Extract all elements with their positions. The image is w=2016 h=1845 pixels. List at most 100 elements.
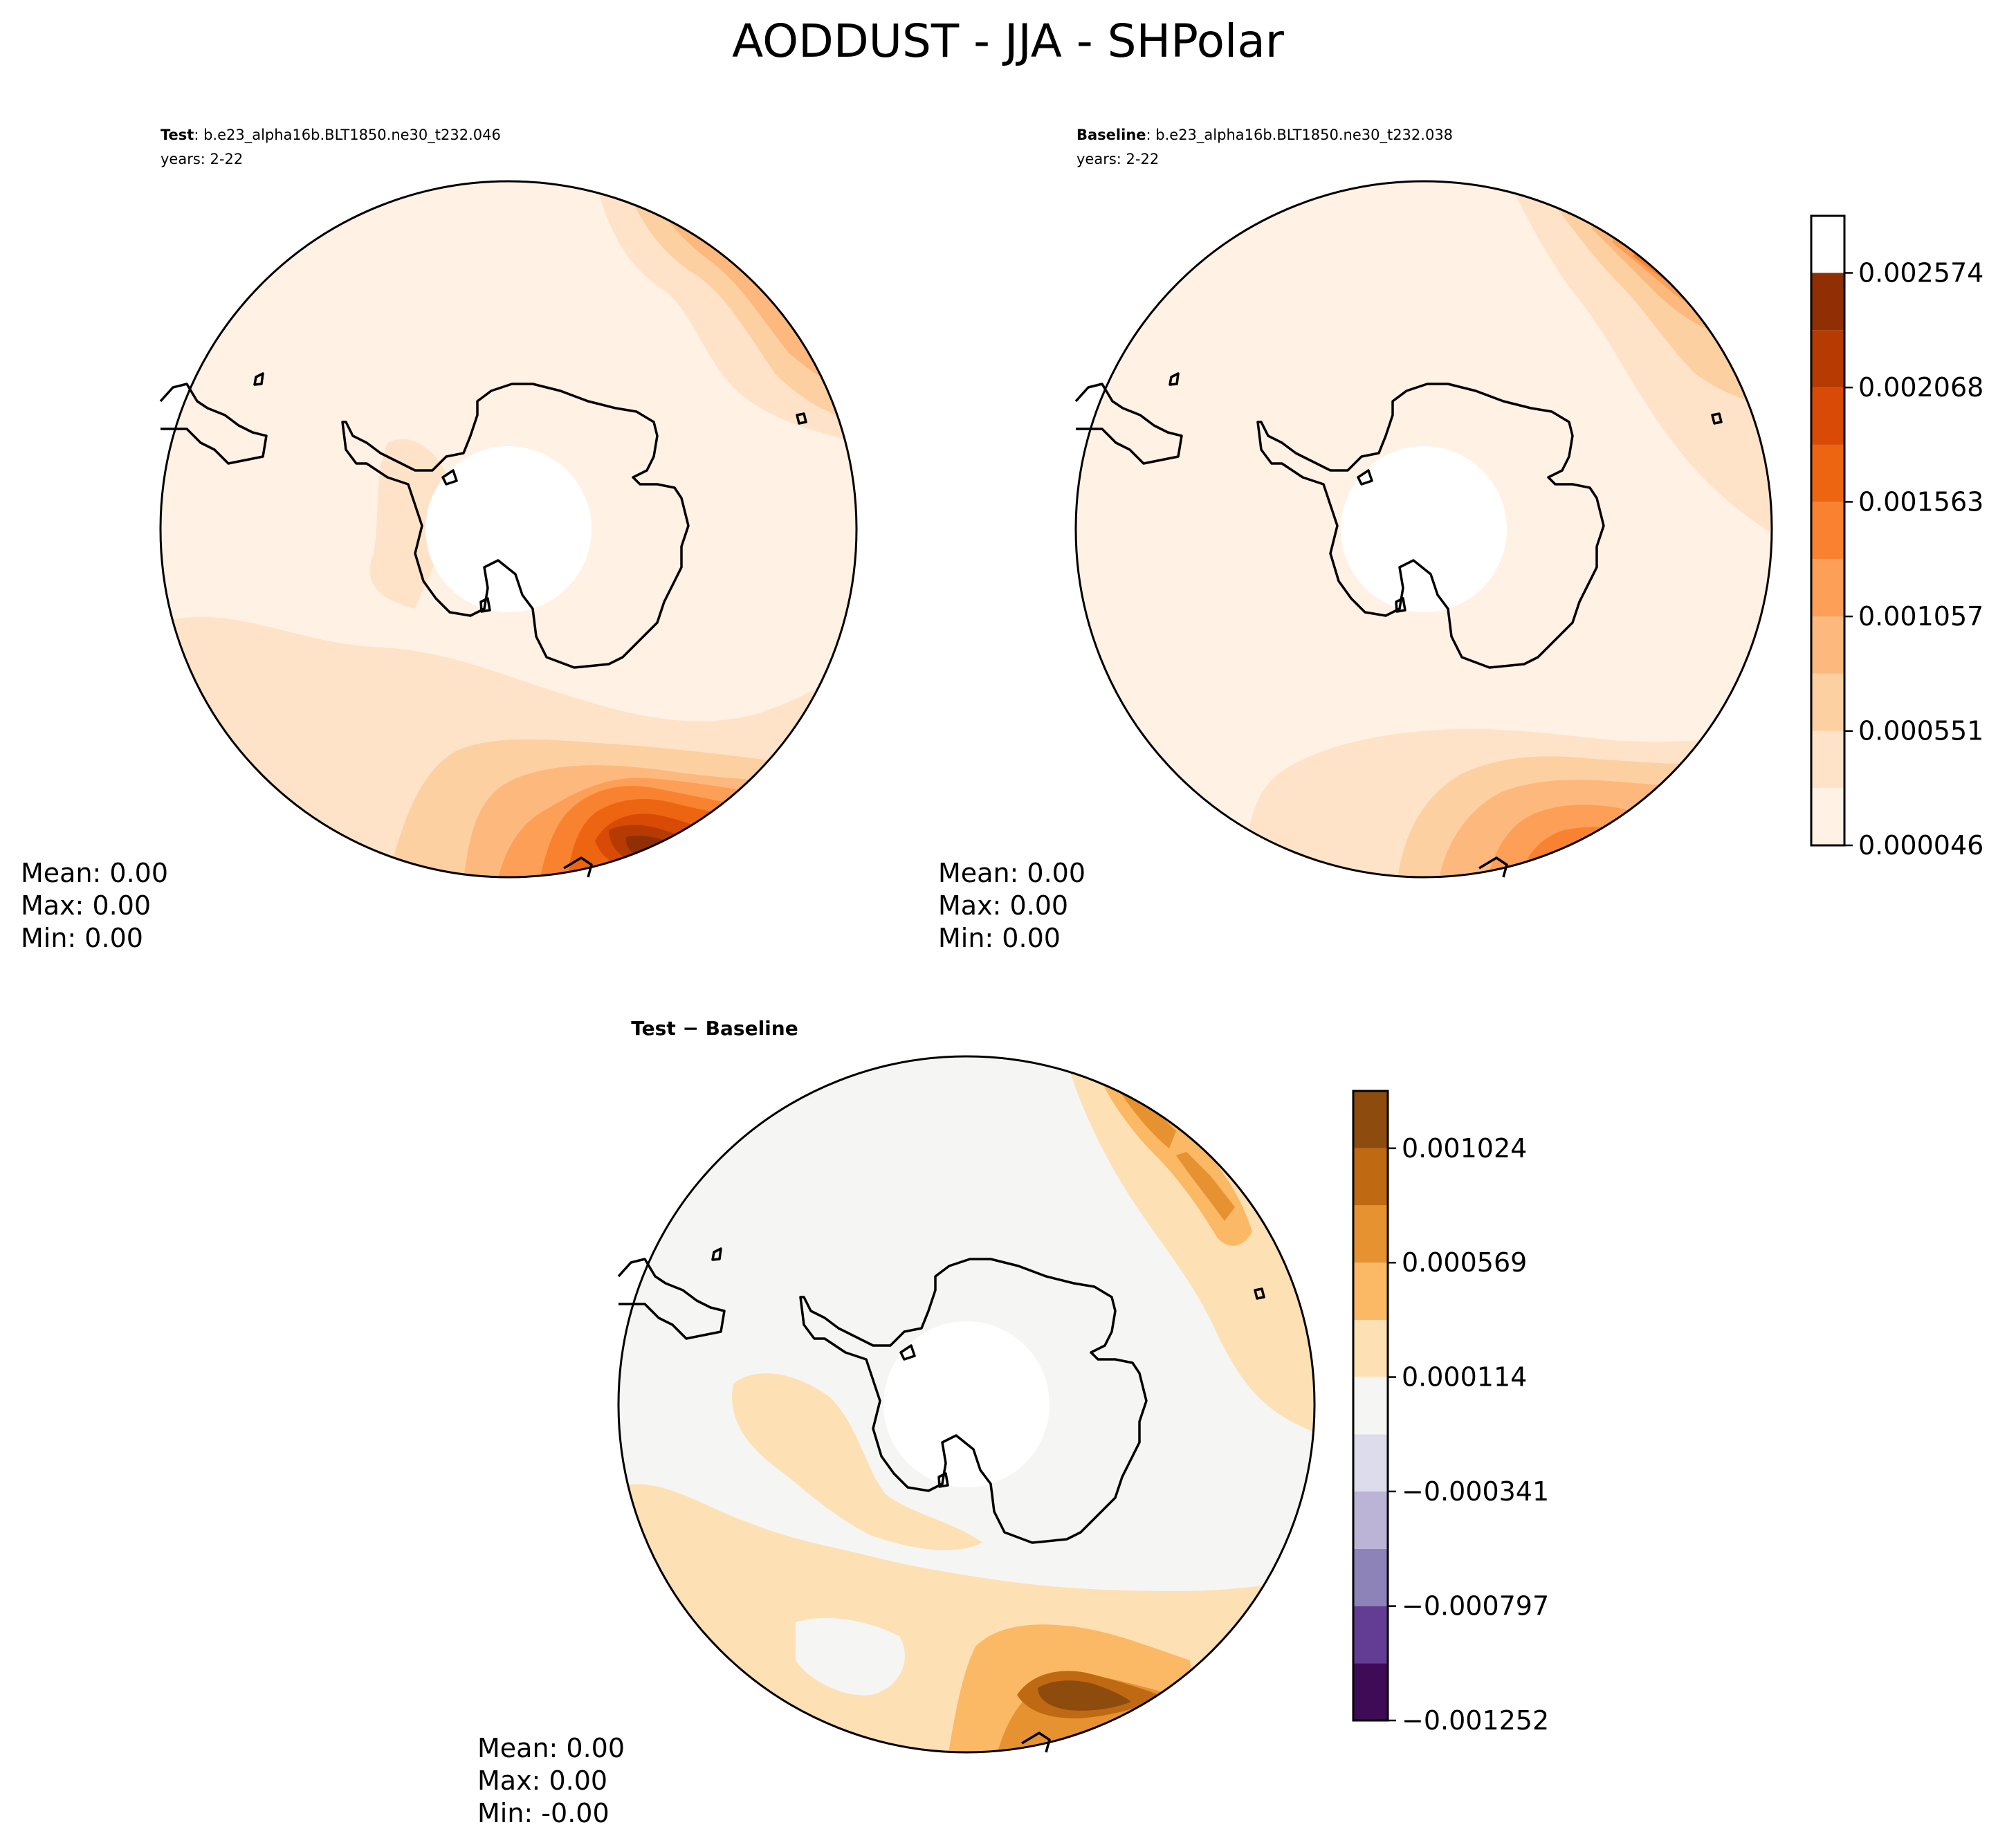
test-coast-island-b — [479, 597, 491, 613]
colorbar-diff-segment — [1353, 1606, 1388, 1664]
test-stat-max: Max: 0.00 — [21, 890, 151, 921]
test-stat-min: Min: 0.00 — [21, 923, 143, 953]
test-panel: Test: b.e23_alpha16b.BLT1850.ne30_t232.0… — [21, 127, 858, 953]
test-field-africa-level8 — [775, 181, 856, 263]
colorbar-abs-segment — [1811, 616, 1844, 674]
test-panel-title: Test: b.e23_alpha16b.BLT1850.ne30_t232.0… — [161, 127, 501, 144]
test-polar-hole — [425, 446, 592, 612]
difference-stat-min: Min: -0.00 — [477, 1798, 610, 1828]
baseline-stat-max: Max: 0.00 — [938, 890, 1068, 921]
baseline-panel: Baseline: b.e23_alpha16b.BLT1850.ne30_t2… — [938, 127, 1773, 953]
baseline-coast-antarctica — [1256, 383, 1605, 669]
baseline-stat-mean: Mean: 0.00 — [938, 858, 1085, 888]
colorbar-diff-tick-label: −0.000341 — [1402, 1476, 1549, 1507]
baseline-title-rest: : b.e23_alpha16b.BLT1850.ne30_t232.038 — [1146, 127, 1454, 144]
diff-coast-tasmania — [1021, 1732, 1051, 1753]
colorbar-diff-segment — [1353, 1434, 1388, 1491]
colorbar-diff-tick-label: −0.000797 — [1402, 1591, 1549, 1622]
diff-field-pos-level1-peninsula — [732, 1373, 982, 1550]
difference-coastlines — [617, 1247, 1265, 1753]
test-title-bold: Test — [161, 127, 194, 143]
colorbar-diff-segment — [1353, 1320, 1388, 1377]
baseline-panel-title: Baseline: b.e23_alpha16b.BLT1850.ne30_t2… — [1076, 127, 1453, 144]
colorbar-diff-segment — [1353, 1148, 1388, 1206]
diff-field-pos-level5-south — [1038, 1680, 1131, 1711]
diff-field-neutral-patch — [796, 1617, 905, 1696]
colorbar-diff-tick-label: 0.000569 — [1402, 1247, 1527, 1278]
colorbar-diff-segment — [1353, 1491, 1388, 1549]
diff-coast-antarctica — [799, 1258, 1148, 1544]
baseline-coast-falkland — [1169, 372, 1180, 386]
diff-polar-hole — [883, 1321, 1050, 1487]
figure-title: AODDUST - JJA - SHPolar — [732, 15, 1285, 68]
baseline-field-aus-level6 — [1557, 844, 1657, 873]
colorbar-diff-segment — [1353, 1548, 1388, 1606]
colorbar-abs-tick-label: 0.002068 — [1858, 372, 1983, 403]
test-coast-falkland — [253, 372, 264, 386]
test-title-rest: : b.e23_alpha16b.BLT1850.ne30_t232.046 — [194, 127, 501, 144]
colorbar-abs-tick-label: 0.000046 — [1858, 830, 1983, 861]
colorbar-diff-segment — [1353, 1091, 1388, 1148]
baseline-stat-min: Min: 0.00 — [938, 923, 1061, 953]
colorbar-abs-tick-label: 0.000551 — [1858, 716, 1983, 746]
colorbar-abs-segment — [1811, 273, 1844, 331]
colorbar-abs: 0.000046 0.000551 0.001057 0.001563 0.002068… — [1810, 214, 1983, 861]
baseline-panel-subtitle: years: 2-22 — [1076, 151, 1159, 167]
diff-field-pos-level3-east — [1121, 1093, 1176, 1148]
test-coastlines — [159, 372, 807, 878]
baseline-coastlines — [1074, 372, 1723, 878]
diff-field-pos-level3-east-b — [1176, 1152, 1235, 1221]
test-field-africa-level7 — [747, 181, 856, 284]
colorbar-abs-segment — [1811, 387, 1844, 445]
baseline-coast-island-b — [1395, 597, 1406, 613]
diff-coast-south-america — [617, 1258, 726, 1340]
colorbar-abs-segment — [1811, 731, 1844, 789]
baseline-map-field — [1076, 181, 1772, 877]
colorbar-diff-outline — [1352, 1090, 1389, 1722]
colorbar-abs-tick-label: 0.002574 — [1858, 257, 1983, 288]
test-field-aus-level9 — [625, 836, 695, 860]
diff-coast-kerguelen — [1254, 1287, 1265, 1300]
colorbar-diff: −0.001252 −0.000797 −0.000341 0.000114 0.000… — [1352, 1090, 1549, 1736]
test-coast-kerguelen — [796, 412, 807, 425]
colorbar-diff-segment — [1353, 1663, 1388, 1720]
test-field-band-peninsula — [369, 439, 451, 609]
colorbar-abs-segment — [1811, 788, 1844, 845]
baseline-polar-hole — [1341, 446, 1507, 612]
colorbar-diff-tick-label: 0.000114 — [1402, 1362, 1527, 1393]
colorbar-diff-segment — [1353, 1205, 1388, 1263]
difference-stat-mean: Mean: 0.00 — [477, 1733, 625, 1763]
colorbar-diff-tick-label: 0.001024 — [1402, 1133, 1527, 1164]
colorbar-abs-segment — [1811, 502, 1844, 560]
test-coast-tasmania — [563, 856, 593, 878]
colorbar-abs-tick-label: 0.001057 — [1858, 601, 1983, 632]
baseline-coast-island-a — [1357, 469, 1373, 486]
baseline-coast-tasmania — [1478, 856, 1508, 878]
test-map-field — [161, 181, 856, 877]
colorbar-abs-segment — [1811, 673, 1844, 731]
diff-coast-island-a — [899, 1344, 916, 1361]
baseline-coast-south-america — [1074, 383, 1183, 465]
test-panel-subtitle: years: 2-22 — [161, 151, 243, 167]
test-coast-island-a — [441, 469, 458, 486]
test-map-boundary — [159, 180, 858, 879]
colorbar-abs-segment — [1811, 444, 1844, 502]
baseline-map-boundary — [1074, 180, 1773, 879]
baseline-title-bold: Baseline — [1076, 127, 1146, 143]
difference-panel-title: Test − Baseline — [631, 1017, 798, 1040]
baseline-field-aus-level4 — [1487, 805, 1771, 877]
colorbar-abs-outline — [1810, 214, 1846, 847]
difference-panel: Test − Baseline Mean: 0.00 — [477, 1017, 1316, 1828]
colorbar-abs-segment — [1811, 330, 1844, 388]
difference-map-field — [618, 1056, 1314, 1752]
colorbar-abs-segment — [1811, 559, 1844, 617]
difference-stat-max: Max: 0.00 — [477, 1765, 607, 1796]
difference-map-boundary — [617, 1055, 1316, 1754]
colorbar-diff-segment — [1353, 1263, 1388, 1321]
test-stat-mean: Mean: 0.00 — [21, 858, 168, 888]
test-coast-antarctica — [341, 383, 690, 669]
baseline-coast-kerguelen — [1711, 412, 1723, 425]
colorbar-abs-tick-label: 0.001563 — [1858, 486, 1983, 517]
diff-coast-island-b — [937, 1472, 949, 1488]
